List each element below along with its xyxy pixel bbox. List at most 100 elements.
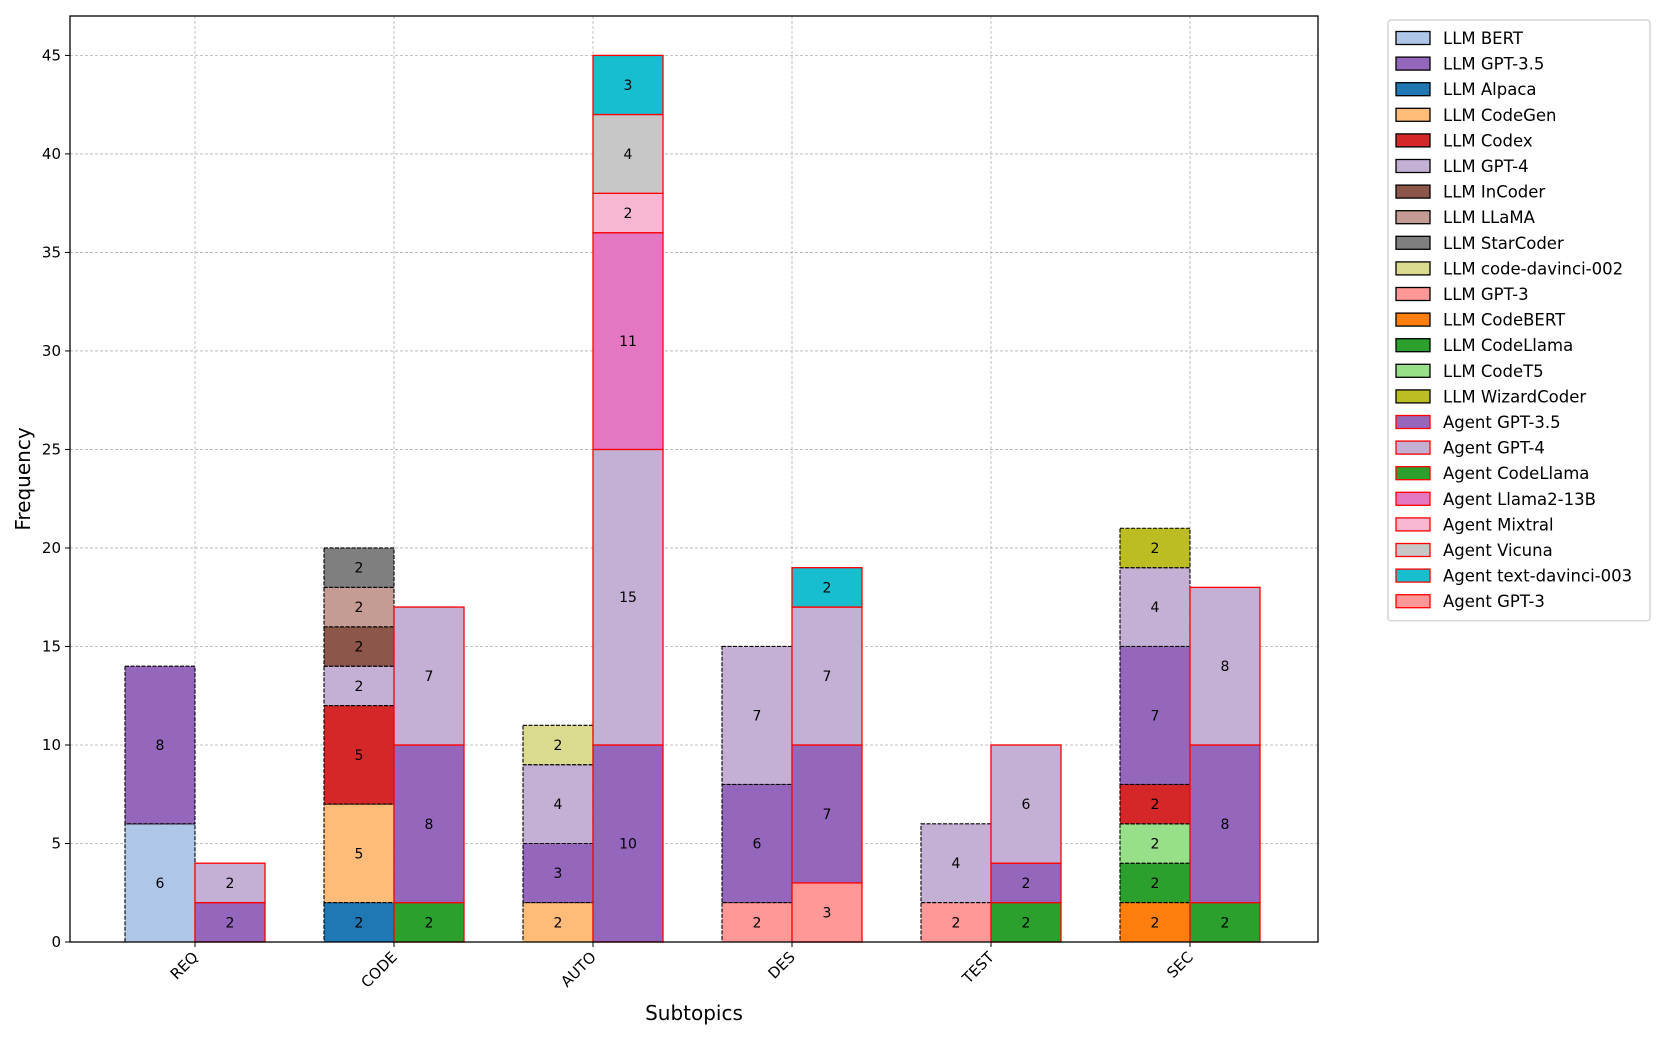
y-tick-label: 10 [42, 736, 61, 754]
bar-segment-label: 5 [355, 748, 364, 764]
x-tick-label: SEC [1163, 948, 1197, 982]
x-axis-title: Subtopics [645, 1001, 743, 1025]
bar-segment-label: 7 [753, 708, 762, 724]
legend-label: Agent GPT-3.5 [1443, 413, 1561, 432]
bar-segment [393, 606, 465, 746]
x-tick-label: DES [764, 948, 798, 982]
bar-segment-label: 2 [1151, 915, 1160, 931]
bar-segment [1189, 901, 1261, 943]
bar-segment-label: 2 [226, 876, 235, 892]
bar-segment-label: 2 [355, 679, 364, 695]
bar-segment [1119, 823, 1191, 864]
x-tick-label: TEST [958, 948, 998, 988]
legend-swatch [1395, 542, 1431, 558]
bar-segment [721, 783, 793, 904]
y-tick-label: 20 [42, 539, 61, 557]
bar-segment-label: 2 [355, 600, 364, 616]
legend-swatch [1395, 594, 1431, 609]
bar-segment-label: 2 [1151, 836, 1160, 852]
legend-label: LLM CodeBERT [1443, 311, 1566, 330]
legend-label: Agent Llama2-13B [1443, 490, 1596, 509]
y-tick-label: 30 [42, 342, 61, 360]
legend-swatch [1395, 286, 1431, 302]
segment-labels-layer: 6 8 2 2 2 5 5 2 2 2 2 2 8 7 2 3 4 2 10 15 11 2 4 3 2 6 7 3 7 7 2 2 4 2 2 6 2… [156, 78, 1230, 931]
bar-segment-label: 6 [156, 876, 165, 892]
bar-segment-label: 5 [355, 846, 364, 862]
legend-label: Agent Vicuna [1443, 541, 1553, 560]
legend-label: LLM GPT-4 [1443, 157, 1529, 176]
legend-label: Agent GPT-3 [1443, 592, 1545, 611]
legend-label: LLM LLaMA [1443, 208, 1536, 227]
bar-segment-label: 7 [823, 807, 832, 823]
legend-swatch [1395, 56, 1431, 71]
x-tick-label: AUTO [557, 948, 600, 991]
legend-label: LLM GPT-3 [1443, 285, 1529, 304]
legend-swatch [1395, 389, 1431, 404]
legend-label: Agent GPT-4 [1443, 439, 1545, 458]
bar-segment-label: 2 [355, 915, 364, 931]
legend-label: LLM GPT-3.5 [1443, 55, 1544, 74]
bar-segment [791, 606, 863, 746]
bar-segment [1119, 783, 1191, 825]
plot-frame [69, 15, 1319, 943]
legend-swatch [1395, 82, 1431, 97]
bar-segment-label: 2 [554, 915, 563, 931]
legend-swatch [1395, 491, 1431, 506]
legend: LLM BERT LLM GPT-3.5 LLM Alpaca LLM CodeGen… [1387, 19, 1651, 622]
y-axis-title: Frequency [11, 427, 35, 530]
bar-segment-label: 7 [1151, 708, 1160, 724]
bar-segment [323, 586, 395, 628]
bar-segment [592, 192, 664, 234]
y-tick-label: 40 [42, 145, 61, 163]
bar-segment [1119, 567, 1191, 648]
bar-segment-label: 2 [753, 915, 762, 931]
bar-segment [592, 113, 664, 194]
legend-label: LLM code-davinci-002 [1443, 259, 1623, 278]
bar-segment-label: 4 [624, 147, 633, 163]
legend-label: LLM CodeT5 [1443, 362, 1544, 381]
legend-label: LLM Codex [1443, 131, 1533, 150]
legend-label: Agent Mixtral [1443, 515, 1554, 534]
bar-segment [393, 744, 465, 904]
bar-segment-label: 2 [624, 206, 633, 222]
legend-swatch [1395, 414, 1431, 430]
bar-segment [124, 823, 196, 943]
bar-segment-label: 8 [1221, 817, 1230, 833]
bar-segment-label: 2 [1022, 915, 1031, 931]
bar-segment [1189, 744, 1261, 904]
bar-segment [1119, 527, 1191, 569]
bar-segment [791, 882, 863, 943]
y-tick-label: 0 [51, 933, 61, 951]
bar-segment-label: 2 [1022, 876, 1031, 892]
bar-segment [323, 803, 395, 904]
y-tick-label: 45 [42, 46, 61, 64]
legend-swatch [1395, 363, 1431, 378]
bar-segment-label: 8 [1221, 659, 1230, 675]
bar-segment [791, 567, 863, 608]
legend-swatch [1395, 312, 1431, 327]
legend-label: LLM Alpaca [1443, 80, 1537, 99]
legend-swatch [1395, 338, 1431, 353]
bar-segment-label: 6 [753, 836, 762, 852]
bar-segment-label: 6 [1022, 797, 1031, 813]
bar-segment-label: 2 [425, 915, 434, 931]
bar-segment [1189, 586, 1261, 746]
bar-segment [323, 902, 395, 943]
bar-segment-label: 2 [355, 561, 364, 577]
bars-layer [124, 54, 1261, 943]
bar-segment-label: 7 [823, 669, 832, 685]
legend-swatch [1395, 210, 1431, 225]
bar-segment-label: 2 [952, 915, 961, 931]
bar-segment-label: 3 [624, 78, 633, 94]
legend-swatch [1395, 133, 1431, 148]
legend-swatch [1395, 30, 1431, 46]
bar-segment-label: 3 [554, 866, 563, 882]
bar-segment [721, 645, 793, 785]
bar-segment [592, 232, 664, 451]
bar-segment [791, 744, 863, 884]
bar-segment-label: 4 [952, 856, 961, 872]
legend-label: LLM StarCoder [1443, 234, 1564, 253]
bar-segment-label: 10 [619, 836, 637, 852]
bar-segment [323, 705, 395, 805]
